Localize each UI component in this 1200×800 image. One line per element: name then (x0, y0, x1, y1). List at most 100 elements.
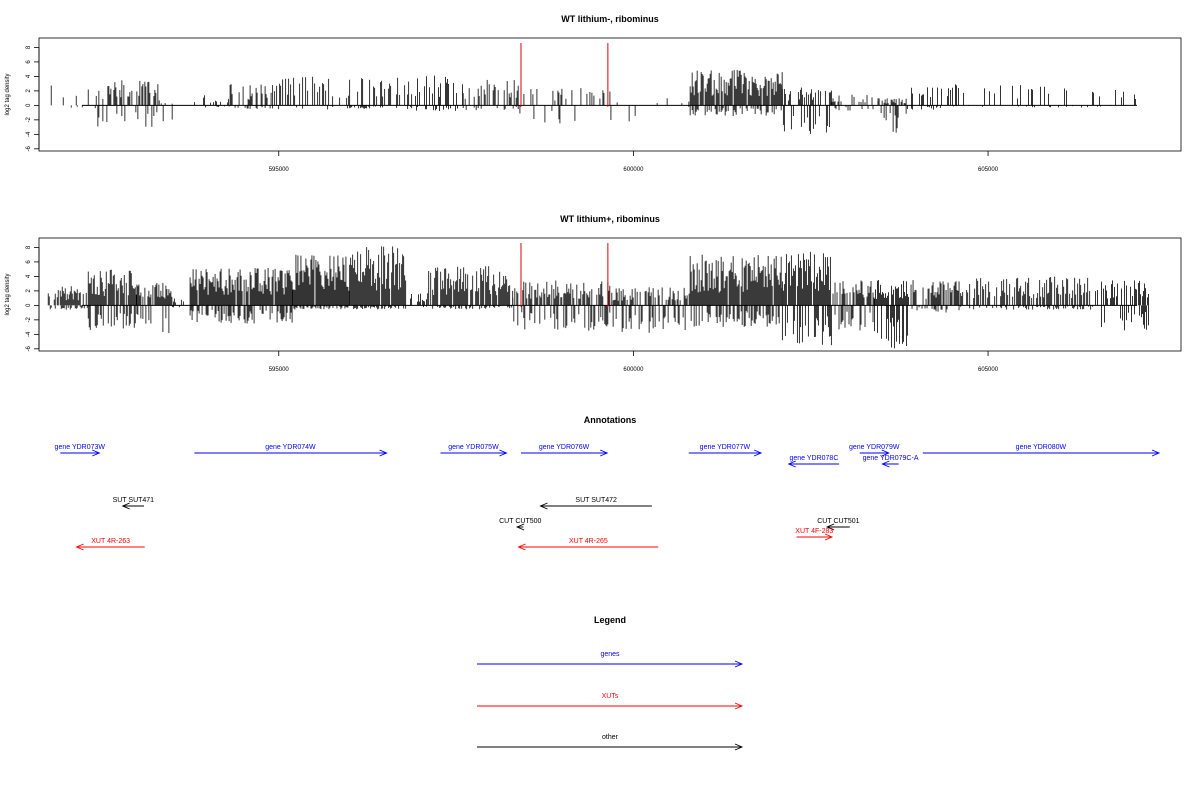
annotation-label: SUT SUT472 (575, 497, 617, 504)
annotation-label: gene YDR080W (1016, 444, 1067, 451)
legend-label: other (602, 734, 619, 741)
legend-item: XUTs (477, 693, 744, 710)
annotation-feature: SUT SUT472 (539, 497, 652, 510)
annotation-features: gene YDR073W gene YDR074W gene YDR075W gene… (55, 444, 1161, 551)
y-tick-label: 4 (26, 274, 32, 278)
panel-1-position-markers (520, 43, 609, 107)
annotation-feature: gene YDR073W (55, 444, 106, 457)
y-tick-label: -4 (26, 331, 32, 337)
annotation-feature: gene YDR080W (922, 444, 1161, 457)
annotation-feature: gene YDR075W (440, 444, 508, 457)
y-tick-label: 2 (26, 289, 32, 293)
y-tick-label: 8 (26, 45, 32, 49)
annotation-arrow-head (881, 460, 890, 468)
annotation-arrow-head (881, 449, 890, 457)
annotation-feature: gene YDR079W (849, 444, 900, 457)
annotation-arrow-head (121, 502, 130, 510)
annotations-panel: Annotations gene YDR073W gene YDR074W gene… (55, 415, 1161, 551)
legend-panel: Legend genes XUTs other (477, 615, 744, 751)
x-tick-label: 605000 (978, 167, 999, 173)
annotation-arrow-head (825, 523, 835, 531)
annotation-arrow-head (1151, 449, 1161, 457)
y-tick-label: 6 (26, 260, 32, 264)
legend-label: XUTs (602, 693, 619, 700)
annotation-label: XUT 4F-283 (795, 528, 833, 535)
annotation-arrow-head (787, 460, 796, 468)
legend-item: other (477, 734, 744, 751)
panel-2-y-label: log2 tag density (5, 273, 11, 315)
y-tick-label: 0 (26, 303, 32, 307)
annotation-arrow-head (824, 533, 834, 541)
annotation-feature: gene YDR078C (787, 455, 840, 468)
annotation-arrow-head (379, 449, 388, 457)
annotation-feature: gene YDR074W (194, 444, 388, 457)
annotation-arrow-head (499, 449, 508, 457)
panel-2-density-bars (47, 246, 1149, 349)
annotation-feature: CUT CUT500 (499, 518, 542, 531)
legend-label: genes (600, 651, 620, 658)
y-tick-label: 6 (26, 60, 32, 64)
annotation-label: gene YDR075W (448, 444, 499, 451)
annotation-label: XUT 4R-265 (569, 538, 608, 545)
y-tick-label: 2 (26, 89, 32, 93)
annotation-feature: CUT CUT501 (817, 518, 860, 531)
panel-2-title: WT lithium+, ribominus (560, 214, 660, 224)
y-tick-label: 4 (26, 74, 32, 78)
panel-2-y-axis: -6 -4 -2 0 2 4 6 8 (26, 245, 40, 352)
panel-1-density-bars (50, 69, 1137, 134)
panel-2-x-axis: 595000 600000 605000 (269, 351, 999, 373)
annotation-feature: XUT 4R-263 (75, 538, 145, 551)
annotation-arrow-head (75, 543, 84, 551)
y-tick-label: -2 (26, 317, 32, 323)
panel-1-y-axis: -6 -4 -2 0 2 4 6 8 (26, 45, 40, 152)
annotation-label: gene YDR078C (789, 455, 838, 462)
annotation-arrow-head (92, 449, 101, 457)
annotation-label: gene YDR079W (849, 444, 900, 451)
annotation-label: gene YDR074W (265, 444, 316, 451)
y-tick-label: -6 (26, 146, 32, 152)
panel-1-y-label: log2 tag density (5, 73, 11, 115)
annotation-feature: SUT SUT471 (113, 497, 155, 510)
y-tick-label: -2 (26, 117, 32, 123)
x-tick-label: 595000 (269, 367, 290, 373)
legend-arrow-head (734, 743, 744, 751)
y-tick-label: -6 (26, 346, 32, 352)
y-tick-label: 8 (26, 245, 32, 249)
panel-lithium-minus: WT lithium-, ribominus -6 -4 -2 0 2 4 6 8 log2 … (5, 14, 1182, 173)
panel-lithium-plus: WT lithium+, ribominus -6 -4 -2 0 2 4 6 8 log2 … (5, 214, 1182, 373)
panel-2-position-markers (520, 243, 609, 307)
legend-arrow-head (734, 660, 744, 668)
annotation-label: gene YDR077W (700, 444, 751, 451)
annotation-feature: gene YDR077W (688, 444, 763, 457)
annotation-label: XUT 4R-263 (91, 538, 130, 545)
y-tick-label: -4 (26, 131, 32, 137)
legend-arrow-head (734, 702, 744, 710)
legend-title: Legend (594, 615, 626, 625)
annotation-arrow-head (753, 449, 763, 457)
annotation-feature: XUT 4F-283 (795, 528, 834, 541)
legend-item: genes (477, 651, 744, 668)
y-tick-label: 0 (26, 103, 32, 107)
annotations-title: Annotations (584, 415, 637, 425)
panel-1-x-axis: 595000 600000 605000 (269, 151, 999, 173)
annotation-feature: gene YDR076W (520, 444, 609, 457)
annotation-label: gene YDR073W (55, 444, 106, 451)
annotation-feature: gene YDR079C-A (863, 455, 919, 468)
x-tick-label: 600000 (623, 367, 644, 373)
panel-1-title: WT lithium-, ribominus (561, 14, 659, 24)
x-tick-label: 600000 (623, 167, 644, 173)
annotation-label: SUT SUT471 (113, 497, 155, 504)
annotation-arrow-head (539, 502, 548, 510)
annotation-label: gene YDR079C-A (863, 455, 919, 462)
x-tick-label: 605000 (978, 367, 999, 373)
annotation-label: CUT CUT501 (817, 518, 859, 525)
annotation-label: gene YDR076W (539, 444, 590, 451)
annotation-arrow-head (517, 543, 526, 551)
annotation-arrow-head (599, 449, 609, 457)
annotation-arrow-head (515, 523, 525, 531)
annotation-label: CUT CUT500 (499, 518, 541, 525)
x-tick-label: 595000 (269, 167, 290, 173)
legend-items: genes XUTs other (477, 651, 744, 751)
annotation-feature: XUT 4R-265 (517, 538, 659, 551)
